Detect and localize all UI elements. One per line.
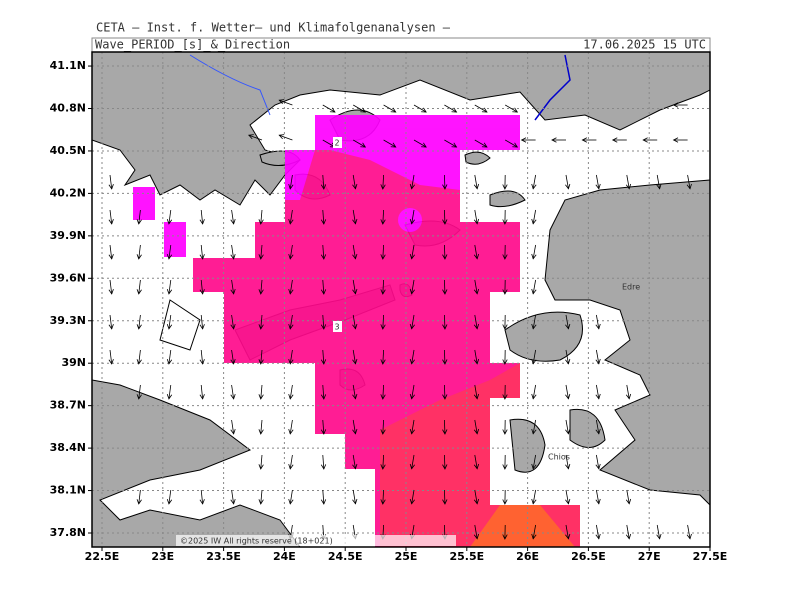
lon-tick-label: 25E: [395, 550, 418, 563]
lat-tick-label: 39.3N: [50, 314, 86, 327]
lat-tick-label: 38.7N: [50, 399, 86, 412]
arrow-shaft: [444, 350, 445, 364]
lat-tick-label: 38.4N: [50, 441, 86, 454]
arrow-shaft: [444, 455, 445, 469]
lat-tick-label: 39.6N: [50, 271, 86, 284]
footer: ©2025 IW All rights reserve (18+021): [180, 537, 333, 546]
lat-tick-label: 40.8N: [50, 102, 86, 115]
lon-tick-label: 23.5E: [206, 550, 241, 563]
place-label: Lami: [68, 379, 87, 388]
arrow-shaft: [444, 315, 445, 329]
map-area: Lami Edre Chios 2 3 ©2025 IW All rights …: [68, 52, 710, 547]
lon-tick-label: 22.5E: [85, 550, 120, 563]
lon-tick-label: 25.5E: [449, 550, 484, 563]
date-label: 17.06.2025 15 UTC: [583, 38, 706, 52]
arrow-shaft: [444, 280, 445, 294]
lon-tick-label: 26E: [516, 550, 539, 563]
lon-tick-label: 23E: [151, 550, 174, 563]
arrow-shaft: [444, 175, 445, 189]
arrow-shaft: [444, 490, 445, 504]
lat-tick-label: 37.8N: [50, 526, 86, 539]
lon-tick-label: 24E: [273, 550, 296, 563]
lat-tick-label: 39.9N: [50, 229, 86, 242]
lat-tick-label: 41.1N: [50, 59, 86, 72]
arrow-shaft: [444, 210, 445, 224]
place-label: Edre: [622, 283, 640, 292]
lon-tick-label: 26.5E: [571, 550, 606, 563]
parameter-label: Wave_PERIOD_[s]_&_Direction: [95, 38, 290, 52]
contour-label: 3: [334, 323, 339, 332]
place-label: Chios: [548, 453, 570, 462]
lat-tick-label: 38.1N: [50, 484, 86, 497]
arrow-shaft: [444, 245, 445, 259]
arrow-shaft: [444, 385, 445, 399]
lon-tick-label: 24.5E: [328, 550, 363, 563]
lon-tick-label: 27.5E: [693, 550, 728, 563]
lat-tick-label: 40.5N: [50, 144, 86, 157]
lat-tick-label: 39N: [61, 356, 86, 369]
contour-label: 2: [334, 139, 339, 148]
header-title: CETA – Inst. f. Wetter– und Klimafolgena…: [96, 21, 451, 35]
arrow-shaft: [444, 420, 445, 434]
lon-tick-label: 27E: [638, 550, 661, 563]
lat-tick-label: 40.2N: [50, 186, 86, 199]
